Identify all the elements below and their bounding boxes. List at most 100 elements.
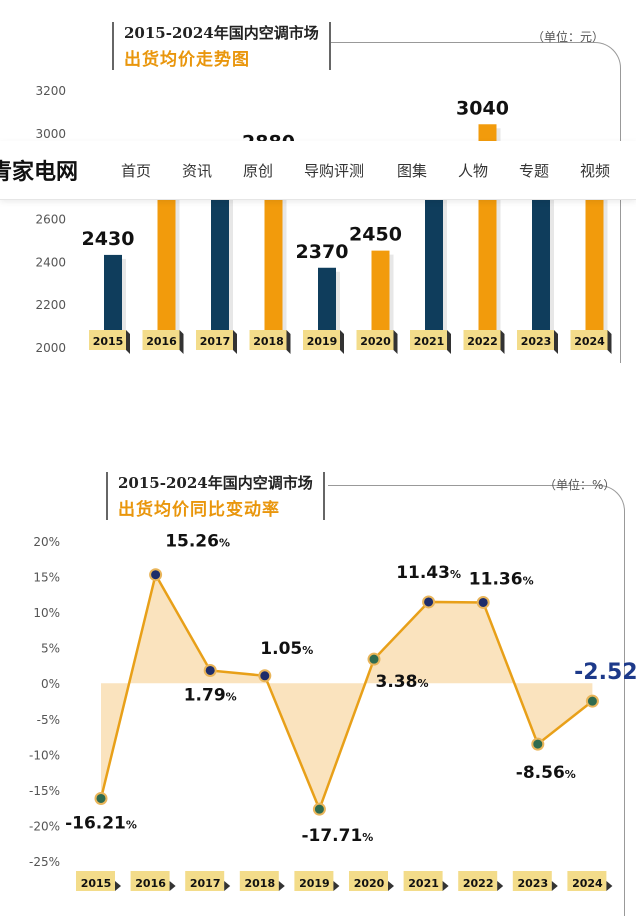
data-label: -2.52% (574, 660, 636, 685)
x-tick-label: 2023 (521, 335, 552, 348)
y-tick-label: -25% (29, 855, 60, 869)
data-label: 2370 (296, 241, 349, 263)
year-tab-shadow (278, 881, 285, 891)
data-label: 1.79% (184, 685, 237, 705)
data-label: -17.71% (301, 826, 373, 846)
x-tick-label: 2024 (572, 877, 603, 890)
year-tab-shadow (447, 330, 451, 354)
area-fill (101, 574, 593, 810)
x-tick-label: 2019 (299, 877, 330, 890)
data-point (203, 663, 217, 677)
nav-item-home[interactable]: 首页 (121, 162, 152, 180)
chart-title-box: 2015-2024年国内空调市场 出货均价走势图 (112, 22, 331, 70)
data-label: 11.36% (469, 569, 534, 589)
x-tick-label: 2015 (81, 877, 112, 890)
year-tab (570, 330, 608, 350)
data-label: 3.38% (376, 672, 429, 692)
data-point (312, 802, 326, 816)
bar-2015 (104, 254, 122, 347)
chart-title-box: 2015-2024年国内空调市场 出货均价同比变动率 (106, 472, 325, 520)
x-tick-label: 2019 (307, 335, 338, 348)
year-tab-shadow (333, 881, 340, 891)
year-tab-shadow (500, 330, 505, 354)
y-tick-label: 10% (33, 606, 60, 620)
year-tab (349, 871, 388, 891)
data-point (149, 568, 163, 582)
nav-item-news[interactable]: 资讯 (182, 162, 213, 180)
x-tick-label: 2016 (146, 335, 177, 348)
x-tick-label: 2017 (190, 877, 221, 890)
year-tab (76, 871, 115, 891)
data-label: 2430 (82, 228, 135, 250)
nav-item-reviews[interactable]: 导购评测 (304, 162, 365, 180)
y-tick-label: 2200 (35, 298, 66, 312)
year-tab-shadow (606, 881, 613, 891)
y-tick-label: 2600 (35, 213, 66, 227)
data-point (531, 737, 545, 751)
y-tick-label: 3200 (35, 84, 66, 98)
chart-subtitle: 出货均价走势图 (124, 50, 250, 70)
nav-item-gallery[interactable]: 图集 (397, 162, 428, 180)
year-tab-shadow (388, 881, 394, 891)
bar-2019 (318, 267, 336, 347)
x-tick-label: 2022 (467, 335, 498, 348)
year-tab (294, 871, 334, 891)
year-tab (463, 330, 501, 350)
year-tab (356, 330, 394, 350)
y-tick-label: -20% (29, 819, 60, 833)
line-chart: 20% 15% 10% 5% 0% -5% -10% -15% -20% -25% -16.21% 1… (29, 532, 636, 891)
x-tick-label: 2021 (408, 877, 439, 890)
year-tab (517, 330, 554, 350)
year-tab (303, 330, 340, 350)
x-tick-label: 2018 (253, 335, 284, 348)
year-tab (567, 871, 607, 891)
data-label: 11.43% (396, 563, 461, 583)
chart-unit: （单位：元） (532, 30, 605, 44)
nav-item-topics[interactable]: 专题 (519, 162, 550, 180)
year-tab (185, 871, 225, 891)
chart-title: 2015-2024年国内空调市场 (124, 24, 319, 42)
year-tab (410, 330, 447, 350)
chart-title: 2015-2024年国内空调市场 (118, 474, 313, 492)
data-point (476, 595, 490, 609)
year-tab-shadow (607, 330, 612, 354)
x-tick-label: 2020 (354, 877, 385, 890)
x-tick-label: 2023 (517, 877, 548, 890)
y-tick-label: -10% (29, 748, 60, 762)
nav-item-people[interactable]: 人物 (458, 162, 489, 180)
y-tick-label: -15% (29, 784, 60, 798)
x-tick-label: 2016 (135, 877, 166, 890)
bar-2016 (157, 158, 176, 347)
site-logo[interactable]: 青家电网 (0, 160, 79, 185)
y-tick-label: 20% (33, 535, 60, 549)
year-tab (249, 330, 287, 350)
y-tick-label: 3000 (35, 127, 66, 141)
y-tick-label: 2000 (35, 341, 66, 355)
y-tick-label: 5% (41, 642, 60, 656)
series-line (99, 571, 594, 813)
data-point (585, 694, 599, 708)
data-label: 3040 (456, 97, 509, 119)
year-tab-shadow (393, 330, 398, 354)
nav-item-original[interactable]: 原创 (243, 162, 274, 180)
year-tab (458, 871, 498, 891)
year-tab (142, 330, 180, 350)
data-label: 1.05% (260, 639, 313, 659)
year-tab-shadow (497, 881, 504, 891)
nav-item-video[interactable]: 视频 (580, 162, 611, 180)
year-tab (130, 871, 170, 891)
x-tick-label: 2021 (414, 335, 445, 348)
y-tick-label: -5% (37, 713, 60, 727)
chart-subtitle: 出货均价同比变动率 (118, 500, 280, 520)
x-tick-label: 2024 (574, 335, 605, 348)
bar-chart: 2000220024002600280030003200243020152016… (35, 84, 612, 355)
chart-unit: （单位：%） (544, 478, 616, 492)
year-tab (512, 871, 552, 891)
bar-2018 (264, 158, 283, 347)
top-nav-bar: 青家电网 首页 资讯 原创 导购评测 图集 人物 专题 视频 (0, 141, 636, 200)
year-tab-shadow (551, 881, 558, 891)
year-tab-shadow (126, 330, 130, 354)
chart-frame (328, 485, 625, 916)
x-tick-label: 2018 (244, 877, 275, 890)
year-tab-shadow (442, 881, 449, 891)
